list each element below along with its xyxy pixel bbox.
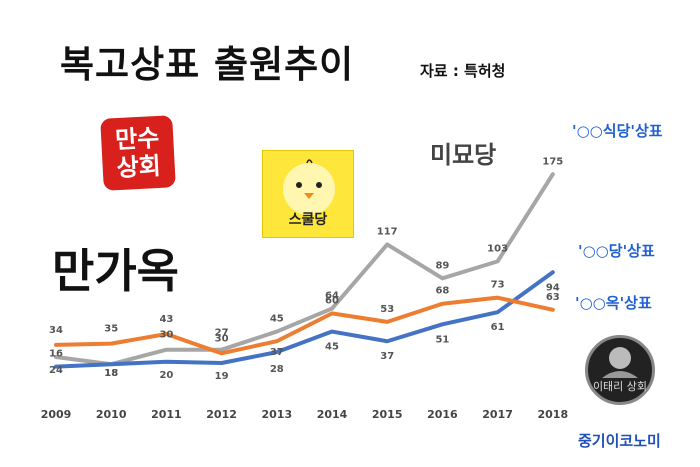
data-label-blue: 37 bbox=[380, 351, 394, 362]
x-tick-label: 2015 bbox=[372, 408, 403, 421]
x-tick-label: 2009 bbox=[41, 408, 72, 421]
data-label-blue: 20 bbox=[159, 370, 173, 381]
x-tick-label: 2017 bbox=[482, 408, 513, 421]
data-label-gray: 18 bbox=[104, 368, 118, 379]
series-label-blue: '○○당'상표 bbox=[578, 242, 655, 260]
data-label-blue: 51 bbox=[435, 334, 449, 345]
author-credit: 중기이코노미 bbox=[578, 432, 661, 450]
data-label-orange: 27 bbox=[215, 327, 229, 338]
data-label-gray: 89 bbox=[435, 260, 449, 271]
mint-brand-logo: 미묘당 bbox=[430, 141, 497, 169]
data-label-gray: 64 bbox=[325, 291, 339, 302]
x-tick-label: 2016 bbox=[427, 408, 458, 421]
data-label-orange: 37 bbox=[270, 347, 284, 358]
x-tick-label: 2011 bbox=[151, 408, 182, 421]
chick-brand-logo: 스쿨당 bbox=[262, 150, 354, 238]
chick-icon bbox=[283, 159, 335, 215]
data-label-orange: 68 bbox=[435, 286, 449, 297]
data-label-blue: 18 bbox=[104, 368, 118, 379]
series-label-gray: '○○식당'상표 bbox=[572, 122, 663, 140]
data-label-orange: 60 bbox=[325, 295, 339, 306]
source-note: 자료 : 특허청 bbox=[420, 62, 506, 80]
data-label-gray: 175 bbox=[542, 156, 563, 167]
data-label-gray: 30 bbox=[159, 330, 173, 341]
data-label-blue: 28 bbox=[270, 364, 284, 375]
circle-brand-logo: 이태리 상회 bbox=[585, 335, 655, 405]
big-brand-logo: 만가옥 bbox=[52, 244, 179, 298]
data-label-orange: 73 bbox=[491, 280, 505, 291]
data-label-blue: 94 bbox=[546, 282, 560, 293]
data-label-blue: 61 bbox=[491, 322, 505, 333]
series-line-blue bbox=[54, 270, 555, 369]
data-label-gray: 103 bbox=[487, 243, 508, 254]
x-tick-label: 2013 bbox=[261, 408, 292, 421]
series-line-gray bbox=[54, 172, 555, 367]
series-line-orange bbox=[54, 295, 555, 356]
data-label-blue: 19 bbox=[215, 371, 229, 382]
data-label-orange: 43 bbox=[159, 314, 173, 325]
data-label-orange: 35 bbox=[104, 324, 118, 335]
x-tick-label: 2018 bbox=[537, 408, 568, 421]
data-label-orange: 53 bbox=[380, 304, 394, 315]
data-label-orange: 63 bbox=[546, 292, 560, 303]
data-label-gray: 30 bbox=[215, 334, 229, 345]
data-label-blue: 45 bbox=[325, 342, 339, 353]
data-label-orange: 34 bbox=[49, 325, 63, 336]
data-label-blue: 16 bbox=[49, 349, 63, 360]
data-label-gray: 117 bbox=[377, 226, 398, 237]
x-tick-label: 2012 bbox=[206, 408, 237, 421]
x-tick-label: 2014 bbox=[317, 408, 348, 421]
chart-title: 복고상표 출원추이 bbox=[60, 43, 355, 86]
chick-brand-text: 스쿨당 bbox=[288, 212, 328, 228]
series-label-orange: '○○옥'상표 bbox=[575, 294, 652, 312]
data-label-gray: 45 bbox=[270, 314, 284, 325]
data-label-gray: 24 bbox=[49, 365, 63, 376]
x-tick-label: 2010 bbox=[96, 408, 127, 421]
portrait-icon bbox=[602, 347, 638, 378]
circle-brand-text: 이태리 상회 bbox=[592, 380, 648, 393]
